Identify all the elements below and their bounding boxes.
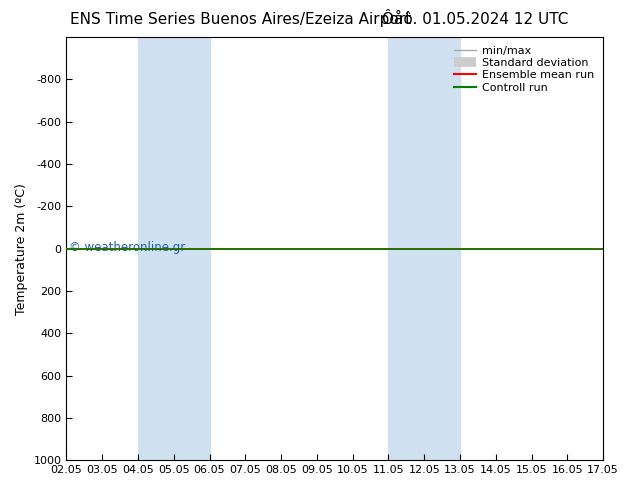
Text: ENS Time Series Buenos Aires/Ezeiza Airport: ENS Time Series Buenos Aires/Ezeiza Airp…: [70, 12, 411, 27]
Legend: min/max, Standard deviation, Ensemble mean run, Controll run: min/max, Standard deviation, Ensemble me…: [451, 43, 598, 96]
Bar: [138, 37, 210, 460]
Bar: [389, 37, 460, 460]
Y-axis label: Temperature 2m (ºC): Temperature 2m (ºC): [15, 183, 28, 315]
Text: Ôåô. 01.05.2024 12 UTC: Ôåô. 01.05.2024 12 UTC: [382, 12, 569, 27]
Text: © weatheronline.gr: © weatheronline.gr: [69, 241, 185, 254]
